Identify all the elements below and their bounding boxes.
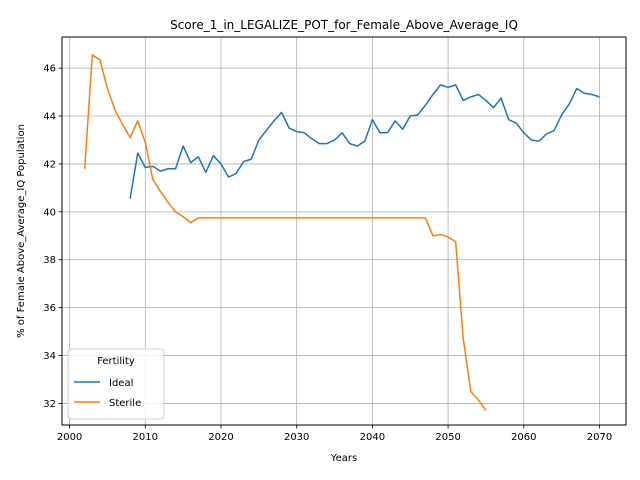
y-tick-label: 44 — [43, 112, 56, 123]
chart-title: Score_1_in_LEGALIZE_POT_for_Female_Above… — [170, 18, 518, 32]
legend-label-sterile: Sterile — [109, 398, 141, 409]
x-tick-label: 2050 — [435, 432, 460, 443]
series-line-ideal — [129, 84, 600, 199]
x-axis: 2000 2010 2020 2030 2040 2050 2060 2070 — [57, 425, 612, 443]
series-line-sterile — [83, 54, 487, 412]
y-tick-label: 40 — [43, 207, 56, 218]
plot-frame — [61, 36, 627, 426]
y-tick-label: 32 — [43, 399, 56, 410]
x-tick-label: 2070 — [587, 432, 612, 443]
y-tick-label: 38 — [43, 255, 56, 266]
x-tick-label: 2030 — [284, 432, 309, 443]
x-tick-label: 2040 — [360, 432, 385, 443]
x-tick-label: 2010 — [133, 432, 158, 443]
y-tick-label: 36 — [43, 303, 56, 314]
legend: Fertility Ideal Sterile — [67, 348, 165, 420]
y-tick-label: 34 — [43, 351, 56, 362]
series-lines — [83, 54, 600, 412]
y-tick-label: 42 — [43, 159, 56, 170]
legend-items: Ideal Sterile — [74, 378, 141, 409]
x-tick-label: 2060 — [511, 432, 536, 443]
legend-title: Fertility — [97, 356, 135, 367]
y-axis-label: % of Female Above_Average_IQ Population — [16, 124, 27, 338]
y-axis: 32 34 36 38 40 42 44 46 — [43, 64, 62, 410]
x-tick-label: 2000 — [57, 432, 82, 443]
legend-label-ideal: Ideal — [109, 378, 133, 389]
x-tick-label: 2020 — [208, 432, 233, 443]
y-tick-label: 46 — [43, 64, 56, 75]
x-axis-label: Years — [330, 453, 357, 464]
